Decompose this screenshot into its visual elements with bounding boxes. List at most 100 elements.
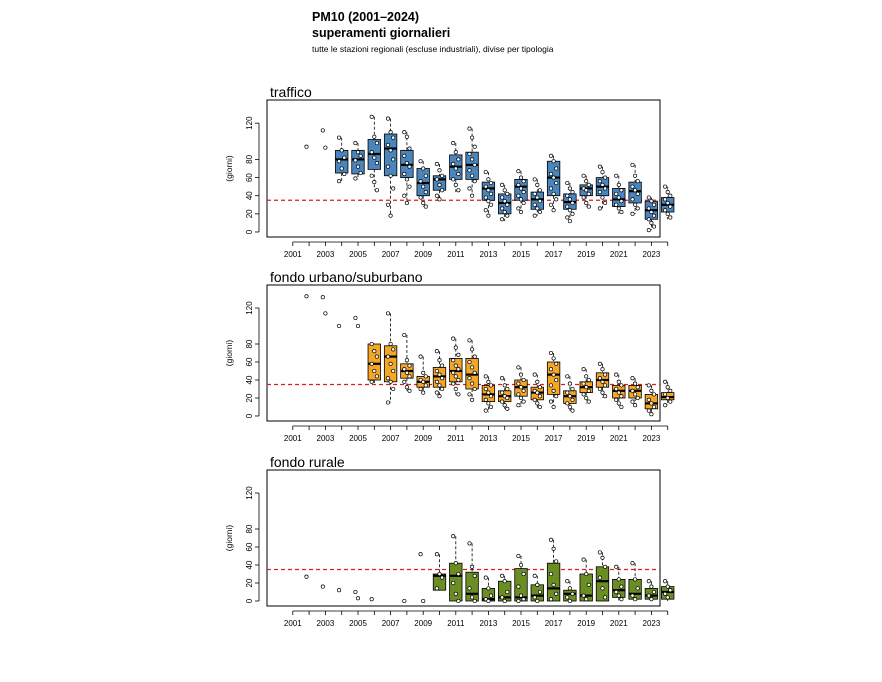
x-tick-label: 2019 <box>577 434 595 443</box>
data-point <box>437 197 442 202</box>
data-point <box>453 591 458 596</box>
data-point <box>385 164 391 169</box>
data-point <box>500 195 505 200</box>
data-point <box>472 573 477 578</box>
data-point <box>567 197 572 202</box>
data-point <box>421 370 426 375</box>
data-point <box>635 586 640 591</box>
data-point <box>554 166 559 171</box>
data-point <box>565 215 570 220</box>
data-point <box>451 534 456 539</box>
data-point <box>665 200 670 206</box>
y-tick-label: 80 <box>245 524 254 533</box>
data-point <box>548 186 554 191</box>
data-point <box>518 197 524 202</box>
data-point <box>423 374 428 379</box>
data-point <box>434 390 439 395</box>
data-point <box>391 157 396 162</box>
data-point <box>470 135 475 140</box>
data-point <box>649 597 654 602</box>
y-tick-label: 20 <box>245 393 254 402</box>
data-point <box>418 179 423 184</box>
data-point <box>537 188 542 193</box>
data-point <box>374 161 379 166</box>
data-point <box>649 401 654 406</box>
data-point <box>603 394 608 399</box>
data-point <box>500 206 505 211</box>
data-point <box>407 146 412 151</box>
x-tick-label: 2005 <box>349 250 367 259</box>
y-tick-label: 120 <box>245 116 254 130</box>
data-point <box>453 386 458 392</box>
data-point <box>421 598 426 604</box>
data-point <box>535 379 540 384</box>
data-point <box>630 388 635 393</box>
data-point <box>581 381 586 386</box>
data-point <box>407 388 412 393</box>
data-point <box>355 323 361 329</box>
data-point <box>369 597 374 602</box>
data-point <box>663 379 668 384</box>
data-point <box>567 586 572 591</box>
data-point <box>570 397 575 402</box>
data-point <box>453 561 458 566</box>
data-point <box>616 206 621 211</box>
data-point <box>535 401 540 406</box>
data-point <box>488 180 494 186</box>
data-point <box>437 372 442 377</box>
x-tick-label: 2007 <box>382 250 400 259</box>
data-point <box>651 404 657 410</box>
data-point <box>630 162 635 167</box>
data-point <box>456 571 461 577</box>
data-point <box>630 197 635 202</box>
data-point <box>614 202 619 207</box>
data-point <box>537 589 542 595</box>
x-tick-label: 2005 <box>349 619 367 628</box>
data-point <box>597 550 602 555</box>
data-point <box>404 385 409 390</box>
data-point <box>551 372 556 377</box>
data-point <box>646 195 651 200</box>
data-point <box>567 186 572 191</box>
data-point <box>453 182 458 187</box>
data-point <box>418 552 423 557</box>
data-point <box>500 573 505 578</box>
data-point <box>470 347 475 352</box>
panel-title: fondo rurale <box>270 454 345 470</box>
data-point <box>404 134 409 139</box>
data-point <box>456 598 461 604</box>
data-point <box>570 386 575 392</box>
data-point <box>584 571 589 577</box>
data-point <box>548 537 554 542</box>
data-point <box>581 195 586 200</box>
data-point <box>402 598 407 604</box>
data-point <box>518 385 524 390</box>
box-body <box>367 343 381 381</box>
data-point <box>597 179 602 184</box>
data-point <box>633 577 638 582</box>
data-point <box>586 582 591 587</box>
data-point <box>554 197 559 202</box>
data-point <box>532 595 537 600</box>
data-point <box>385 376 391 381</box>
data-point <box>437 358 442 363</box>
plot-frame <box>266 284 661 422</box>
data-point <box>369 173 374 178</box>
x-tick-label: 2003 <box>317 434 335 443</box>
data-point <box>374 374 379 379</box>
data-point <box>402 153 407 158</box>
y-tick-label: 120 <box>245 301 254 315</box>
data-point <box>554 180 559 186</box>
x-tick-label: 2019 <box>577 619 595 628</box>
x-tick-label: 2007 <box>382 434 400 443</box>
data-point <box>600 170 605 175</box>
data-point <box>440 363 445 368</box>
y-tick-label: 120 <box>245 486 254 500</box>
data-point <box>467 392 472 397</box>
data-point <box>663 392 668 397</box>
data-point <box>355 150 361 155</box>
data-point <box>353 315 358 320</box>
data-point <box>486 199 491 204</box>
data-point <box>584 597 589 602</box>
data-point <box>586 204 591 209</box>
